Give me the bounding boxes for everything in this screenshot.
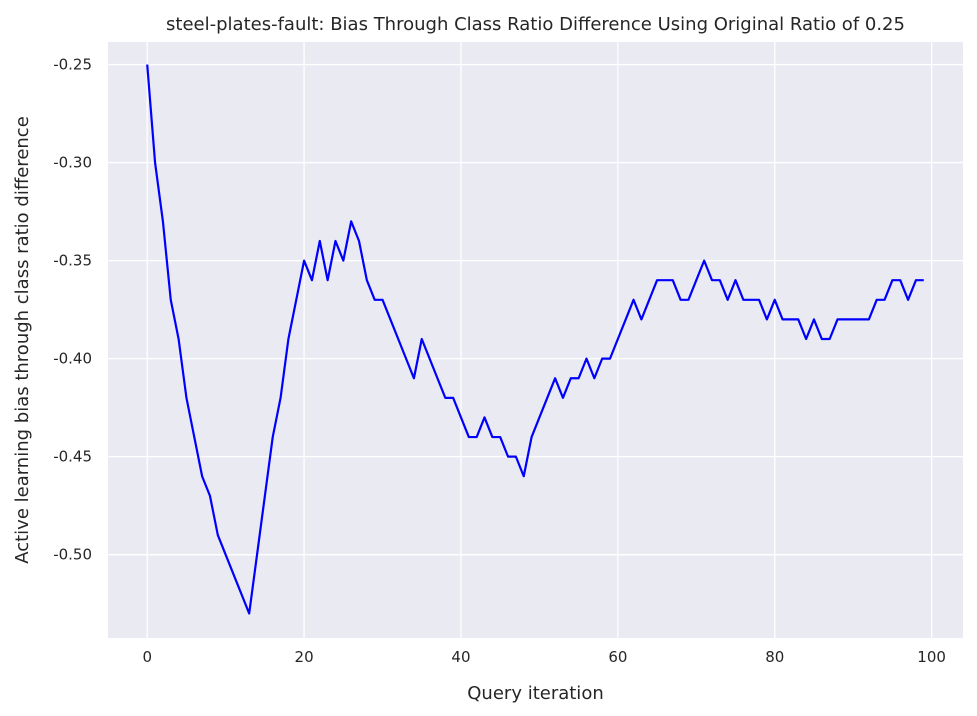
y-tick-label: -0.25 xyxy=(53,56,92,74)
x-gridlines xyxy=(146,42,933,638)
x-tick-label: 60 xyxy=(608,648,627,666)
y-tick-label: -0.50 xyxy=(53,546,92,564)
y-tick-label: -0.40 xyxy=(53,350,92,368)
chart-title: steel-plates-fault: Bias Through Class R… xyxy=(166,14,905,35)
series-line-0 xyxy=(146,64,924,615)
x-tick-label: 80 xyxy=(765,648,784,666)
y-gridlines xyxy=(108,63,963,556)
x-tick-label: 100 xyxy=(917,648,946,666)
y-tick-labels: -0.25 -0.30 -0.35 -0.40 -0.45 -0.50 xyxy=(53,56,92,564)
x-tick-label: 20 xyxy=(295,648,314,666)
plot-background xyxy=(108,42,963,638)
x-tick-label: 40 xyxy=(451,648,470,666)
y-tick-label: -0.30 xyxy=(53,154,92,172)
y-axis-label: Active learning bias through class ratio… xyxy=(12,116,33,564)
y-tick-label: -0.35 xyxy=(53,252,92,270)
x-axis-label: Query iteration xyxy=(467,683,603,704)
x-tick-labels: 0 20 40 60 80 100 xyxy=(142,648,945,666)
y-tick-label: -0.45 xyxy=(53,448,92,466)
series-lines xyxy=(146,64,924,615)
x-tick-label: 0 xyxy=(142,648,152,666)
